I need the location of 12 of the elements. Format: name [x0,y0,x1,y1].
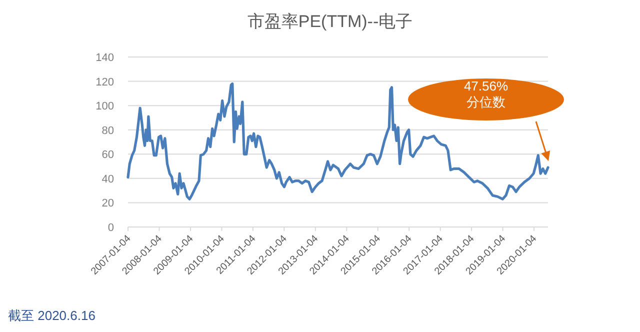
y-tick-label: 140 [96,52,114,64]
y-tick-label: 60 [102,149,114,162]
y-tick-label: 0 [108,222,114,234]
annotation: 47.56% 分位数 [464,78,508,110]
chart-title: 市盈率PE(TTM)--电子 [247,12,413,31]
y-tick-label: 80 [102,124,114,137]
text: 截至 2020.6.16 [8,308,96,323]
y-tick-label: 120 [96,76,114,88]
y-tick-label: 20 [102,198,114,210]
line-series [126,82,550,200]
y-tick-label: 100 [96,100,114,113]
y-tick-label: 40 [102,173,114,186]
